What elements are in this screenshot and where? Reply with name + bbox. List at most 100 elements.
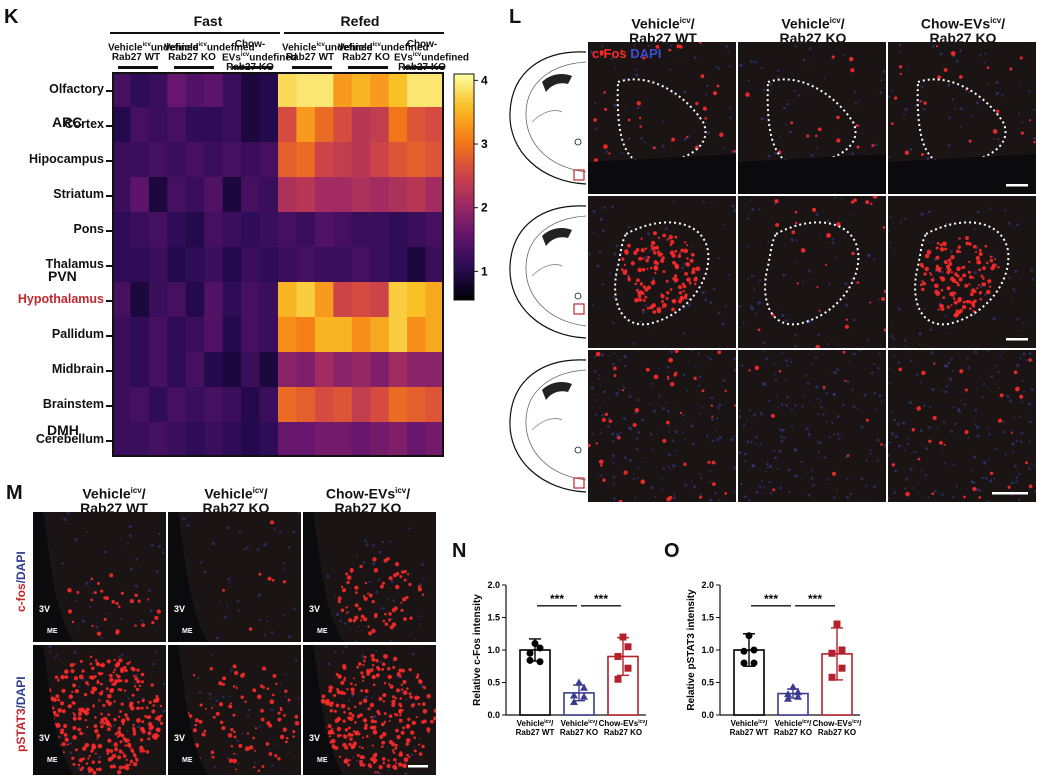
heatmap-cell [333,72,353,108]
colorbar-tick-label: 1 [481,264,488,278]
heatmap-cell [388,282,408,318]
heatmap-cell [370,317,390,353]
heatmap-cell [370,142,390,178]
data-point [828,649,836,657]
data-point [526,656,534,664]
heatmap-cell [296,247,316,283]
label-3v: 3V [309,733,321,743]
region-outline [614,221,710,326]
heatmap-cell [314,212,334,248]
heatmap-cell [222,352,242,388]
heatmap-cell [167,422,187,457]
data-point [531,640,539,647]
heatmap-cell [130,247,150,283]
heatmap-cell [407,317,427,353]
region-label-hipocampus: Hipocampus [28,151,104,166]
heatmap-cell [370,72,390,108]
heatmap-cell [314,177,334,213]
significance-label: *** [764,592,778,606]
heatmap-cell [296,352,316,388]
heatmap-cell [351,247,371,283]
heatmap-cell [130,107,150,143]
heatmap-cell [148,142,168,178]
heatmap-cell [333,142,353,178]
heatmap-cell [241,142,261,178]
heatmap [112,72,444,457]
heatmap-cell [204,282,224,318]
data-point [750,659,758,667]
region-label-pallidum: Pallidum [51,326,104,341]
colorbar-tick-label: 4 [481,73,488,87]
heatmap-cell [259,72,279,108]
micrograph-arc-1 [588,42,736,194]
subgroup-label-2: Vehicleicvundefined Rab27 KO [164,42,255,64]
heatmap-cell [185,72,205,108]
region-tick-cerebellum [106,439,112,442]
heatmap-cell [351,282,371,318]
micrograph-pvn-3 [888,196,1036,348]
heatmap-cell [130,177,150,213]
y-tick-label: 2.0 [701,580,714,590]
heatmap-cell [407,177,427,213]
region-tick-striatum [106,194,112,197]
heatmap-cell [351,212,371,248]
heatmap-cell [148,317,168,353]
heatmap-cell [222,317,242,353]
data-point [624,643,632,651]
atlas-dmh [502,350,588,500]
panel-letter-n: N [452,540,467,562]
heatmap-cell [148,177,168,213]
heatmap-cell [204,247,224,283]
heatmap-cell [130,352,150,388]
region-tick-midbrain [106,369,112,372]
label-3v: 3V [39,733,51,743]
heatmap-cell [296,72,316,108]
heatmap-cell [167,387,187,423]
x-tick-label: Rab27 KO [774,728,812,737]
m-micrograph-r2-c2: 3V ME [168,645,301,775]
micrograph-pvn-2 [738,196,886,348]
heatmap-cell [351,422,371,457]
heatmap-cell [167,177,187,213]
data-point [526,649,534,657]
micrograph-pvn-1 [588,196,736,348]
heatmap-cell [185,142,205,178]
atlas-label-pvn: PVN [48,268,77,284]
heatmap-cell [278,177,298,213]
heatmap-cell [204,72,224,108]
heatmap-cell [112,282,132,318]
bar-chart-pstat3: 0.0 0.5 1.0 1.5 2.0 Relative pSTAT3 intensity… [686,580,862,737]
heatmap-cell [148,72,168,108]
bar [821,653,853,716]
heatmap-cell [241,352,261,388]
x-tick-label: Vehicleicv/ [517,719,555,728]
heatmap-cell [112,352,132,388]
data-point [838,664,846,672]
heatmap-cell [241,212,261,248]
ventricle-area [303,645,343,775]
data-point [784,690,792,698]
l-stain-label: c-Fos DAPI [592,46,661,61]
data-point [789,683,797,691]
heatmap-cell [222,422,242,457]
heatmap-cell [167,212,187,248]
heatmap-cell [388,177,408,213]
heatmap-cell [425,107,444,143]
y-tick-label: 2.0 [487,580,500,590]
colorbar-gradient [453,73,475,301]
label-3v: 3V [174,604,186,614]
y-axis-label: Relative c-Fos intensity [472,594,483,706]
heatmap-cell [130,142,150,178]
x-tick-label: Rab27 KO [604,728,642,737]
heatmap-cell [388,72,408,108]
heatmap-cell [407,72,427,108]
stain-dapi-label-2: /DAPI [14,676,28,709]
heatmap-cell [333,317,353,353]
data-point [828,673,836,681]
group-label-fast: Fast [193,13,223,29]
l-column-header-2: Vehicleicv/Rab27 KO [779,15,847,46]
stain-cfos-label: c-Fos [592,46,627,61]
heatmap-cell [204,352,224,388]
micrograph-dmh-1 [588,350,736,502]
heatmap-cell [259,212,279,248]
